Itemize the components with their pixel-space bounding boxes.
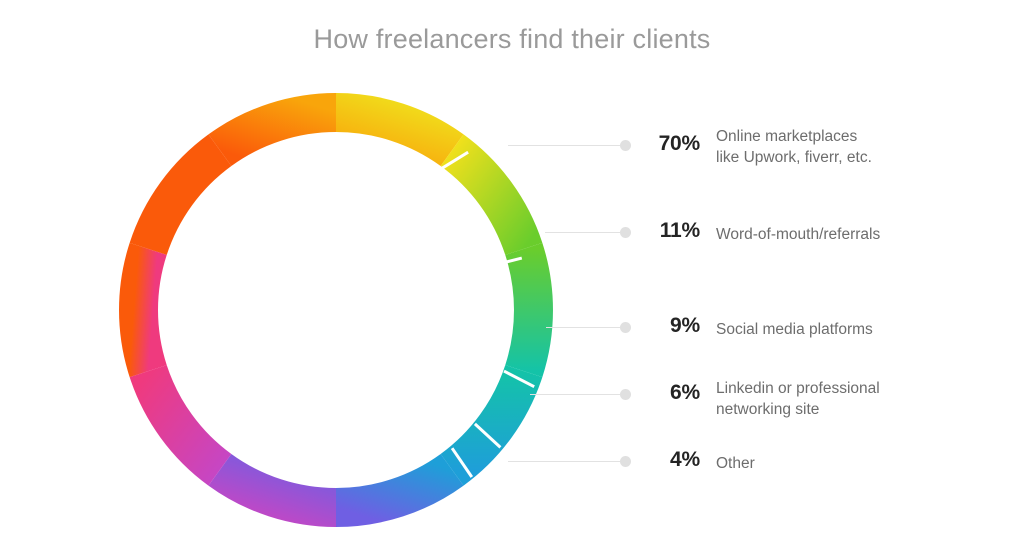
legend-label: Other [716, 455, 755, 472]
page-title: How freelancers find their clients [313, 24, 711, 54]
legend-percent: 6% [670, 381, 700, 404]
legend-label: Linkedin or professional networking site [716, 380, 880, 418]
slice-divider-1 [490, 256, 523, 268]
slice-divider-2 [503, 369, 535, 389]
ring-arc-9 [208, 93, 337, 167]
ring-arc-3 [440, 364, 543, 486]
legend-label: Social media platforms [716, 321, 873, 338]
legend-percent: 9% [670, 314, 700, 337]
leader-line [508, 145, 620, 146]
legend-label: Word-of-mouth/referrals [716, 226, 881, 243]
donut-chart-svg [119, 93, 553, 527]
leader-dot [620, 456, 631, 467]
slice-divider-4 [450, 447, 474, 478]
ring-arc-0 [335, 93, 464, 167]
legend-percent: 4% [670, 448, 700, 471]
ring-arc-2 [505, 242, 553, 378]
legend-percent: 70% [658, 132, 701, 155]
ring-arc-1 [440, 134, 543, 256]
donut-chart [119, 93, 553, 527]
leader-line [508, 461, 620, 462]
ring-arc-5 [208, 453, 337, 527]
ring-arc-7 [119, 242, 167, 378]
leader-line [545, 232, 620, 233]
slice-divider-0 [440, 150, 469, 171]
leader-line [546, 327, 620, 328]
legend-label: Online marketplaces like Upwork, fiverr,… [716, 128, 872, 166]
legend-percent: 11% [659, 219, 700, 242]
ring-arc-8 [129, 134, 232, 256]
slice-divider-3 [473, 422, 502, 449]
leader-dot [620, 140, 631, 151]
ring-arc-4 [335, 453, 464, 527]
leader-dot [620, 322, 631, 333]
leader-dot [620, 389, 631, 400]
leader-line [530, 394, 620, 395]
leader-dot [620, 227, 631, 238]
ring-arc-6 [129, 364, 232, 486]
